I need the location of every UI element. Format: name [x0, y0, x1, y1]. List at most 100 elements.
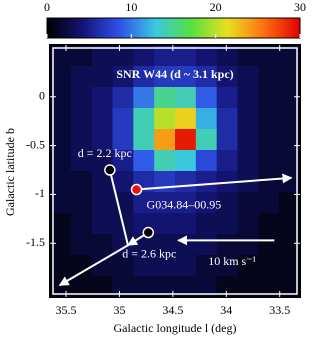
heat-cell — [91, 234, 113, 256]
heat-cell — [216, 66, 238, 88]
heat-cell — [112, 129, 134, 151]
heat-cell — [91, 129, 113, 151]
heat-cell — [216, 87, 238, 109]
colorbar — [46, 17, 301, 39]
heat-cell — [195, 66, 218, 88]
heat-cell — [175, 108, 197, 130]
heat-cell — [50, 234, 72, 256]
heat-cell — [133, 255, 155, 277]
heat-cell — [50, 87, 72, 109]
heat-cell — [279, 192, 300, 214]
heat-cell — [216, 192, 238, 214]
heat-cell — [154, 66, 176, 88]
heat-cell — [91, 108, 113, 130]
heat-cell — [50, 150, 72, 172]
heat-cell — [112, 66, 134, 88]
heat-cell — [195, 276, 218, 297]
vector-label: 10 km s⁻¹ — [208, 254, 256, 268]
heat-cell — [50, 192, 72, 214]
heat-cell — [91, 213, 113, 235]
heat-cell — [216, 255, 238, 277]
heat-cell — [175, 213, 197, 235]
heat-cell — [154, 150, 176, 172]
heat-cell — [50, 213, 72, 235]
heat-cell — [133, 150, 155, 172]
heat-cell — [258, 213, 280, 235]
heat-cell — [175, 255, 197, 277]
heat-cell — [175, 234, 197, 256]
heat-cell — [70, 276, 93, 297]
heat-cell — [175, 129, 197, 151]
heat-cell — [154, 129, 176, 151]
x-tick-label: 33.5 — [269, 303, 290, 317]
heat-cell — [258, 150, 280, 172]
heat-cell — [258, 129, 280, 151]
heat-cell — [91, 276, 113, 297]
heat-cell — [216, 129, 238, 151]
heat-cell — [154, 171, 176, 193]
x-tick-label: 35.5 — [56, 303, 77, 317]
heat-cell — [195, 171, 218, 193]
heat-cell — [237, 108, 259, 130]
heat-cell — [70, 213, 93, 235]
heat-cell — [175, 192, 197, 214]
heat-cell — [91, 171, 113, 193]
heat-cell — [258, 192, 280, 214]
heat-cell — [70, 87, 93, 109]
heat-cell — [258, 171, 280, 193]
heat-cell — [279, 234, 300, 256]
motion-vector — [108, 169, 129, 246]
heat-cell — [258, 66, 280, 88]
heat-cell — [112, 108, 134, 130]
heat-cell — [195, 234, 218, 256]
heat-cell — [216, 108, 238, 130]
heat-cell — [258, 234, 280, 256]
heat-cell — [237, 87, 259, 109]
heat-cell — [91, 45, 113, 67]
heat-cell — [258, 87, 280, 109]
heat-cell — [154, 213, 176, 235]
heat-cell — [258, 45, 280, 67]
heat-cell — [133, 276, 155, 297]
colorbar-tick-label: 20 — [210, 0, 222, 14]
heat-cell — [133, 45, 155, 67]
motion-vector — [58, 244, 129, 287]
heat-cell — [112, 276, 134, 297]
heat-cell — [237, 150, 259, 172]
heat-cell — [154, 234, 176, 256]
heat-cell — [175, 171, 197, 193]
source-marker — [130, 183, 143, 196]
heat-cell — [133, 66, 155, 88]
chart-title: SNR W44 (d ~ 3.1 kpc) — [116, 67, 233, 81]
heat-cell — [91, 192, 113, 214]
x-axis-title: Galactic longitude l (deg) — [114, 321, 237, 335]
y-tick-label: -1.5 — [26, 235, 45, 249]
heat-cell — [279, 66, 300, 88]
heat-cell — [237, 234, 259, 256]
heat-cell — [70, 108, 93, 130]
heat-cell — [70, 150, 93, 172]
heat-cell — [216, 213, 238, 235]
chart: Galactic longitude l (deg) Galactic lati… — [3, 0, 306, 335]
heat-cell — [70, 192, 93, 214]
source-label: d = 2.6 kpc — [122, 246, 176, 260]
heat-cell — [175, 45, 197, 67]
heat-cell — [154, 192, 176, 214]
y-tick-label: -0.5 — [26, 137, 45, 151]
heat-cell — [70, 234, 93, 256]
heat-cell — [195, 45, 218, 67]
heat-cell — [154, 255, 176, 277]
heat-cell — [279, 255, 300, 277]
heat-cell — [279, 87, 300, 109]
heat-cell — [91, 66, 113, 88]
colorbar-tick-label: 10 — [125, 0, 137, 14]
heat-cell — [258, 276, 280, 297]
heat-cell — [237, 255, 259, 277]
y-axis-title: Galactic latitude b — [3, 128, 17, 216]
heat-cell — [133, 192, 155, 214]
heat-cell — [70, 129, 93, 151]
heat-cell — [70, 255, 93, 277]
heat-cell — [195, 255, 218, 277]
source-label: d = 2.2 kpc — [78, 146, 132, 160]
heat-cell — [133, 87, 155, 109]
